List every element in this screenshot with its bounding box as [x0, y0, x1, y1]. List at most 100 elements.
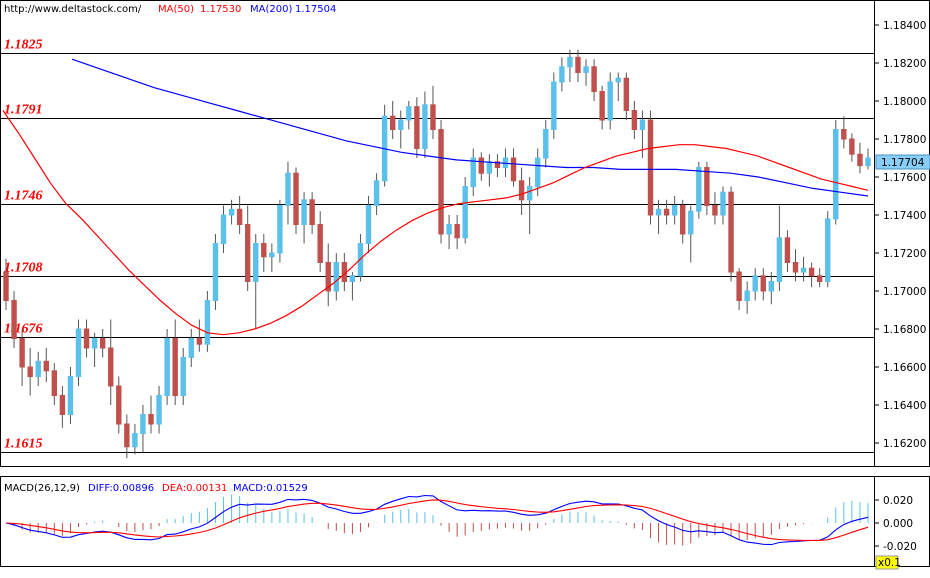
candle-bear [3, 271, 9, 301]
candle-bear [19, 338, 25, 368]
candle-bull [744, 290, 750, 301]
price-panel [0, 0, 875, 467]
candle-bull [655, 208, 662, 216]
candle-bull [535, 157, 541, 187]
level-label: 1.1791 [4, 103, 43, 118]
candle-bull [333, 262, 339, 292]
candle-bear [317, 224, 323, 263]
candle-bull [776, 237, 783, 283]
candle-bull [567, 56, 573, 68]
candle-bear [196, 338, 203, 345]
candle-bull [277, 205, 283, 254]
candle-bull [164, 338, 170, 396]
candle-bull [156, 395, 162, 425]
candle-bear [510, 157, 517, 182]
candle-bull [180, 357, 186, 396]
price-axis-panel [874, 0, 930, 467]
y-tick-label: 1.17400 [883, 210, 926, 222]
y-tick-label: 1.18400 [883, 20, 926, 32]
ma200-line [71, 58, 869, 197]
candle-bear [841, 129, 847, 140]
candle-bull [470, 157, 476, 187]
macd-dea-line [5, 499, 869, 541]
y-tick-label: 1.16600 [883, 362, 926, 374]
y-tick-label: 1.18200 [883, 58, 926, 70]
y-tick-label: 1.17800 [883, 134, 926, 146]
y-tick-label: 1.18000 [883, 96, 926, 108]
candle-bull [285, 172, 291, 206]
candle-bull [140, 414, 146, 434]
candle-bear [172, 338, 178, 396]
ma50-line [2, 110, 869, 336]
price-axis-ticks: 1.18400 1.18200 1.18000 1.17800 1.17600 1.174… [874, 20, 926, 450]
macd-tick-label: 0.000 [883, 518, 913, 530]
candle-bull [696, 167, 702, 212]
candle-bear [244, 224, 251, 282]
macd-panel [0, 476, 875, 567]
macd-diff-line [5, 494, 869, 546]
candle-bear [663, 208, 670, 216]
candle-bull [301, 199, 307, 226]
candle-bear [857, 153, 863, 167]
y-tick-label: 1.16800 [883, 324, 926, 336]
candle-bull [551, 81, 557, 130]
candle-bull [688, 210, 694, 235]
candle-bull [204, 300, 211, 345]
candle-bull [373, 180, 380, 207]
candle-bull [269, 252, 275, 258]
candlesticks [3, 49, 871, 459]
macd-histogram [13, 494, 869, 546]
candle-bull [526, 186, 533, 201]
candle-bear [849, 138, 855, 155]
current-price-tag: 1.17704 [875, 154, 930, 170]
candle-bear [309, 199, 315, 226]
macd-diff-label: DIFF:0.00896 [88, 483, 154, 494]
candle-bear [575, 56, 581, 73]
ma200-value: 1.17504 [295, 4, 336, 15]
ma50-label: MA(50) [158, 4, 194, 15]
scale-badge-text: x0.1 [878, 557, 901, 569]
macd-dea-label: DEA:0.00131 [162, 483, 227, 494]
macd-tick-label: 0.020 [883, 495, 913, 507]
candle-bear [43, 360, 49, 372]
candle-bear [784, 237, 791, 264]
candle-bull [75, 328, 82, 377]
candle-bull [349, 275, 356, 282]
candle-bull [583, 66, 589, 74]
candle-bull [752, 275, 758, 292]
candle-bear [51, 370, 58, 396]
candle-bull [35, 360, 41, 377]
ma200-label: MA(200) [250, 4, 292, 15]
candle-bear [599, 91, 605, 121]
candle-bull [220, 214, 227, 244]
candle-bear [816, 275, 823, 282]
candle-bear [325, 262, 331, 292]
level-label: 1.1708 [4, 261, 43, 276]
candle-bull [422, 104, 428, 150]
candle-bear [27, 366, 33, 377]
candle-bull [559, 66, 565, 83]
candle-bear [148, 414, 154, 425]
y-tick-label: 1.17600 [883, 172, 926, 184]
candle-bear [518, 180, 525, 201]
candle-bull [865, 157, 871, 167]
level-label: 1.1676 [4, 322, 43, 337]
y-tick-label: 1.17200 [883, 248, 926, 260]
candle-bear [59, 395, 66, 415]
candle-bear [99, 338, 106, 349]
y-tick-label: 1.17000 [883, 286, 926, 298]
candle-bear [116, 385, 122, 425]
y-tick-label: 1.16200 [883, 438, 926, 450]
candle-bull [607, 81, 613, 121]
macd-value-label: MACD:0.01529 [233, 483, 308, 494]
candle-bear [728, 191, 734, 273]
candle-bear [124, 423, 130, 448]
candle-bull [671, 205, 678, 216]
candle-bear [454, 224, 460, 239]
candle-bear [293, 172, 299, 225]
candle-bear [680, 205, 686, 235]
price-tag-value: 1.17704 [881, 157, 925, 169]
candle-bear [631, 110, 638, 130]
candle-bull [720, 191, 726, 216]
